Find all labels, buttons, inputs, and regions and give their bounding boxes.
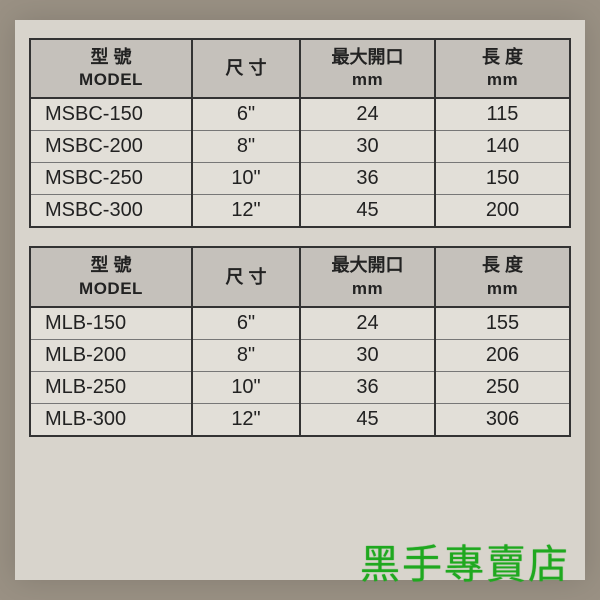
col-header-size-label: 尺 寸 (225, 58, 266, 78)
col-header-model: 型 號 MODEL (30, 247, 192, 306)
table-row: MSBC-150 6" 24 115 (30, 98, 570, 131)
col-header-model-en: MODEL (35, 278, 187, 300)
cell-length: 206 (435, 339, 570, 371)
col-header-model-en: MODEL (35, 69, 187, 91)
cell-size: 8" (192, 339, 300, 371)
col-header-size: 尺 寸 (192, 39, 300, 98)
table-header-row: 型 號 MODEL 尺 寸 最大開口 mm 長 度 mm (30, 39, 570, 98)
cell-size: 6" (192, 98, 300, 131)
col-header-length: 長 度 mm (435, 39, 570, 98)
col-header-open-unit: mm (305, 278, 430, 300)
spec-sheet: 型 號 MODEL 尺 寸 最大開口 mm 長 度 mm MSBC-150 (15, 20, 585, 580)
col-header-length-unit: mm (440, 69, 565, 91)
cell-size: 12" (192, 195, 300, 228)
col-header-open: 最大開口 mm (300, 247, 435, 306)
cell-size: 10" (192, 163, 300, 195)
col-header-length-unit: mm (440, 278, 565, 300)
cell-length: 115 (435, 98, 570, 131)
cell-model: MSBC-300 (30, 195, 192, 228)
cell-open: 30 (300, 131, 435, 163)
cell-length: 200 (435, 195, 570, 228)
cell-length: 150 (435, 163, 570, 195)
table-row: MSBC-200 8" 30 140 (30, 131, 570, 163)
cell-model: MSBC-200 (30, 131, 192, 163)
cell-model: MSBC-150 (30, 98, 192, 131)
col-header-length: 長 度 mm (435, 247, 570, 306)
spec-table-2: 型 號 MODEL 尺 寸 最大開口 mm 長 度 mm MLB-150 (29, 246, 571, 436)
table-row: MLB-250 10" 36 250 (30, 371, 570, 403)
cell-model: MLB-300 (30, 403, 192, 436)
cell-open: 36 (300, 371, 435, 403)
cell-open: 45 (300, 403, 435, 436)
col-header-open-cn: 最大開口 (332, 47, 404, 67)
cell-size: 12" (192, 403, 300, 436)
col-header-model: 型 號 MODEL (30, 39, 192, 98)
col-header-model-cn: 型 號 (90, 255, 131, 275)
table-header-row: 型 號 MODEL 尺 寸 最大開口 mm 長 度 mm (30, 247, 570, 306)
cell-model: MLB-200 (30, 339, 192, 371)
cell-size: 6" (192, 307, 300, 340)
cell-length: 250 (435, 371, 570, 403)
col-header-open-unit: mm (305, 69, 430, 91)
spec-table-1: 型 號 MODEL 尺 寸 最大開口 mm 長 度 mm MSBC-150 (29, 38, 571, 228)
cell-open: 24 (300, 98, 435, 131)
table-row: MLB-300 12" 45 306 (30, 403, 570, 436)
table-row: MLB-200 8" 30 206 (30, 339, 570, 371)
col-header-length-cn: 長 度 (482, 255, 523, 275)
cell-length: 140 (435, 131, 570, 163)
cell-length: 306 (435, 403, 570, 436)
cell-open: 36 (300, 163, 435, 195)
cell-open: 30 (300, 339, 435, 371)
store-watermark: 黑手專賣店 (360, 532, 570, 590)
cell-open: 45 (300, 195, 435, 228)
cell-length: 155 (435, 307, 570, 340)
cell-model: MSBC-250 (30, 163, 192, 195)
cell-size: 8" (192, 131, 300, 163)
col-header-open: 最大開口 mm (300, 39, 435, 98)
cell-model: MLB-150 (30, 307, 192, 340)
table-row: MLB-150 6" 24 155 (30, 307, 570, 340)
col-header-model-cn: 型 號 (90, 47, 131, 67)
table-row: MSBC-300 12" 45 200 (30, 195, 570, 228)
cell-size: 10" (192, 371, 300, 403)
cell-model: MLB-250 (30, 371, 192, 403)
col-header-length-cn: 長 度 (482, 47, 523, 67)
col-header-size: 尺 寸 (192, 247, 300, 306)
col-header-open-cn: 最大開口 (332, 255, 404, 275)
col-header-size-label: 尺 寸 (225, 267, 266, 287)
table-row: MSBC-250 10" 36 150 (30, 163, 570, 195)
cell-open: 24 (300, 307, 435, 340)
